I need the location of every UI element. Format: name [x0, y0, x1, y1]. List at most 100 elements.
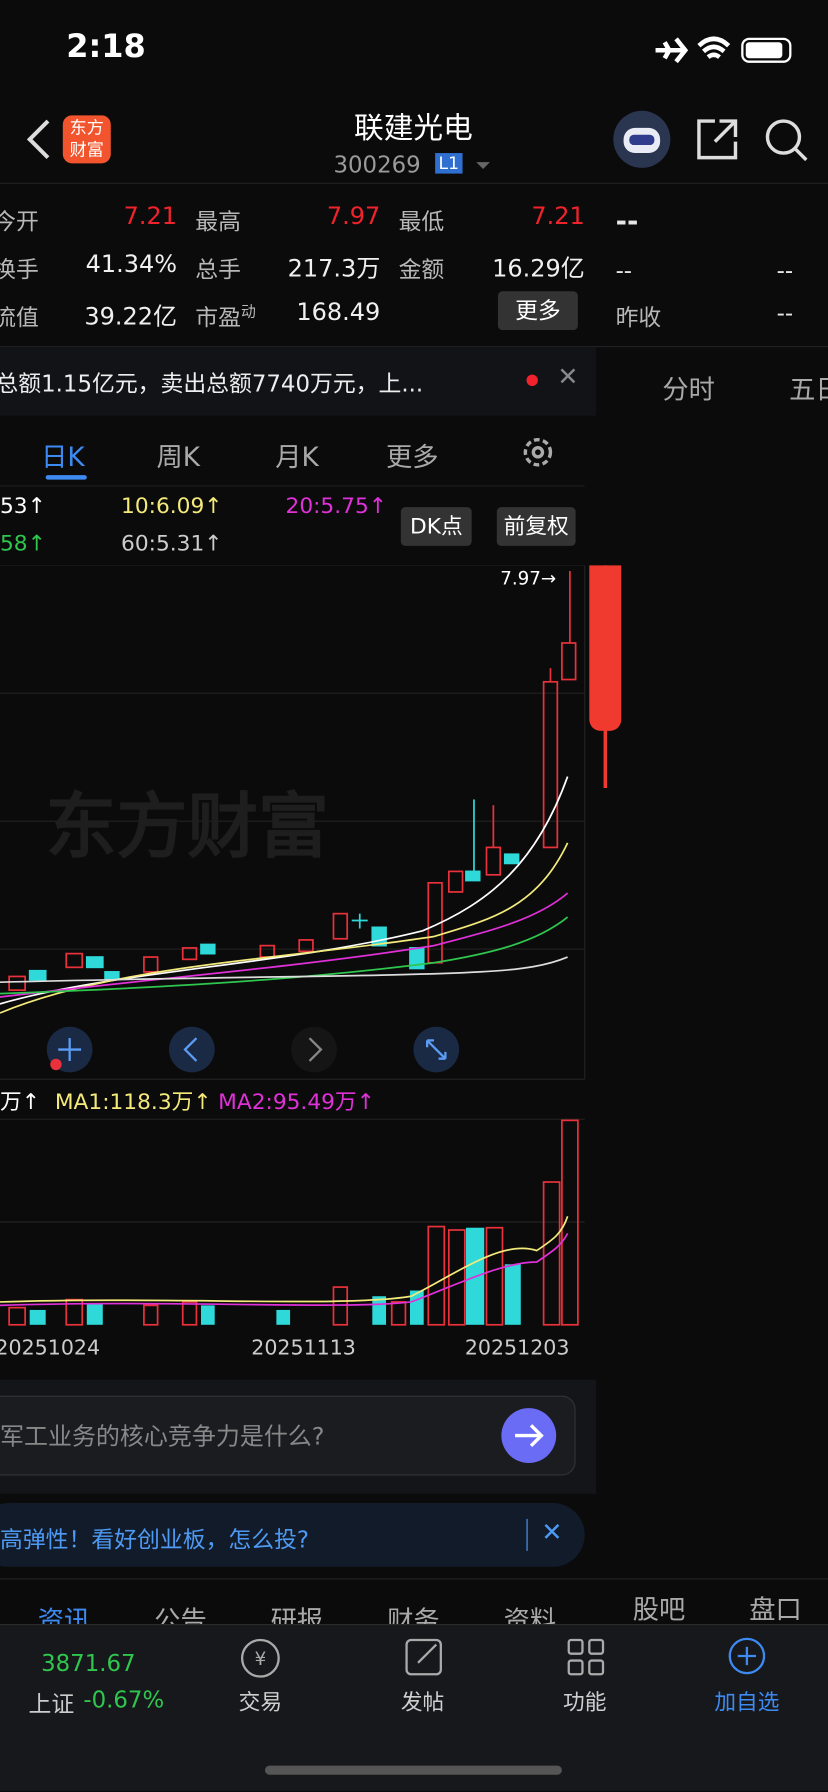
dropdown-icon[interactable]: [475, 160, 491, 171]
period-tab[interactable]: 周K: [156, 443, 200, 473]
quote-label: 流值: [0, 303, 39, 332]
dk-button[interactable]: DK点: [400, 507, 472, 546]
kline-chart: 东方财富 7.97→: [0, 565, 622, 1326]
period-tab[interactable]: 日K: [41, 443, 85, 473]
quote-value: 39.22亿: [84, 302, 178, 331]
function-icon[interactable]: [564, 1635, 610, 1681]
nav-item[interactable]: 交易: [238, 1690, 283, 1716]
status-time: 2:18: [66, 27, 146, 66]
divider: [0, 182, 828, 184]
question-input[interactable]: [0, 1395, 576, 1476]
more-button[interactable]: 更多: [497, 291, 578, 331]
add-icon[interactable]: [726, 1635, 772, 1681]
quote-value: 7.21: [531, 202, 585, 230]
promo-text: 高弹性！看好创业板，怎么投?: [0, 1525, 310, 1554]
notice-bar: [0, 347, 597, 416]
tab-indicator: [45, 475, 87, 480]
quote-label: 今开: [0, 207, 39, 236]
watermark: 东方财富: [46, 785, 329, 868]
candles: [8, 565, 622, 992]
date-label: 20251024: [0, 1336, 101, 1361]
divider: [0, 1578, 828, 1580]
nav-item[interactable]: 发帖: [400, 1690, 445, 1716]
ma-label: 58↑: [0, 531, 46, 557]
side-value: --: [776, 256, 794, 285]
quote-label: 换手: [0, 255, 39, 284]
quote-value: 16.29亿: [492, 254, 585, 283]
quote-value: 168.49: [296, 298, 381, 326]
side-value: --: [615, 256, 633, 285]
high-price-label: 7.97→: [500, 569, 556, 590]
stock-code: 300269: [333, 150, 421, 179]
notice-text: 总额1.15亿元，卖出总额7740万元，上...: [0, 370, 424, 398]
side-tab[interactable]: 分时: [662, 375, 715, 406]
period-tab[interactable]: 更多: [386, 443, 439, 473]
ma-label: 10:6.09↑: [121, 493, 223, 519]
home-indicator: [264, 1765, 562, 1775]
ma-label: 53↑: [0, 493, 46, 519]
stock-name: 联建光电: [354, 111, 473, 147]
trade-icon[interactable]: ¥: [238, 1635, 284, 1681]
quote-label: 市盈动: [195, 299, 256, 332]
side-value: --: [615, 205, 639, 238]
quote-value: 7.97: [326, 202, 381, 230]
index-change: -0.67%: [83, 1685, 165, 1714]
ma-lines: [0, 776, 569, 1014]
promo-close[interactable]: ✕: [541, 1518, 563, 1548]
search-button[interactable]: [763, 116, 811, 164]
index-name: 上证: [28, 1690, 75, 1718]
volume-ma2: [0, 1233, 569, 1307]
avatar[interactable]: [612, 110, 671, 169]
promo-banner[interactable]: [0, 1502, 585, 1567]
back-button[interactable]: [25, 119, 52, 160]
notice-close[interactable]: ✕: [557, 363, 579, 392]
volume-label: 万↑: [0, 1089, 40, 1115]
notice-dot: [526, 374, 538, 387]
svg-text:¥: ¥: [255, 1649, 267, 1670]
quote-label-text: 市盈: [195, 303, 241, 332]
info-tab[interactable]: 股吧: [632, 1595, 686, 1626]
bottom-nav: [0, 1624, 828, 1791]
nav-item[interactable]: 加自选: [714, 1690, 780, 1716]
status-icons: [655, 36, 792, 64]
quote-label: 总手: [195, 255, 241, 284]
period-tab[interactable]: 月K: [275, 443, 319, 473]
side-tab[interactable]: 五日: [789, 375, 828, 406]
share-button[interactable]: [694, 116, 740, 162]
chart-controls[interactable]: [46, 1026, 460, 1073]
adjust-button[interactable]: 前复权: [496, 507, 576, 546]
quote-value: 217.3万: [287, 254, 381, 283]
quote-label-sup: 动: [240, 304, 256, 322]
quote-label: 最低: [398, 207, 445, 236]
quote-label: 最高: [195, 207, 241, 236]
ma-label: 20:5.75↑: [285, 493, 387, 519]
volume-ma1: [0, 1216, 569, 1303]
side-value: --: [776, 299, 794, 327]
side-label: 昨收: [615, 303, 662, 332]
date-label: 20251113: [251, 1336, 356, 1361]
settings-icon[interactable]: [520, 434, 557, 471]
volume-label: MA1:118.3万↑: [54, 1089, 212, 1115]
post-icon[interactable]: [402, 1635, 448, 1681]
divider: [0, 485, 585, 487]
app-logo: 东方 财富: [62, 115, 111, 164]
level-badge: L1: [435, 153, 463, 174]
index-value: 3871.67: [41, 1649, 136, 1677]
grid: [0, 565, 586, 1223]
question-placeholder: 军工业务的核心竞争力是什么?: [0, 1423, 325, 1451]
quote-value: 41.34%: [85, 250, 178, 278]
divider: [0, 346, 828, 348]
quote-value: 7.21: [123, 202, 178, 230]
quote-label: 金额: [398, 255, 445, 284]
nav-item[interactable]: 功能: [563, 1690, 607, 1716]
volume-label: MA2:95.49万↑: [218, 1089, 375, 1115]
logo-text: 财富: [69, 139, 104, 160]
send-button[interactable]: [500, 1407, 557, 1464]
date-label: 20251203: [464, 1336, 570, 1361]
volume-bars: [8, 1119, 579, 1326]
logo-text: 东方: [69, 117, 104, 139]
divider: [526, 1518, 528, 1551]
ma-label: 60:5.31↑: [121, 531, 223, 557]
info-tab[interactable]: 盘口: [749, 1595, 802, 1626]
